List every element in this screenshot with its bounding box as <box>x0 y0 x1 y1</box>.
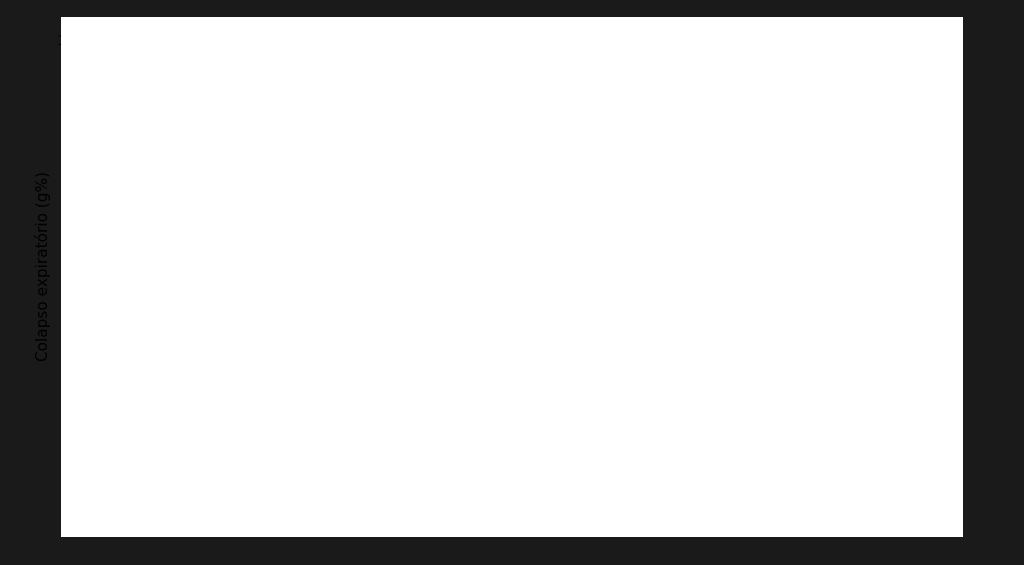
Text: PEEP (cmH₂O): PEEP (cmH₂O) <box>785 501 883 514</box>
Bar <box>388 241 413 272</box>
Text: 3: 3 <box>380 501 389 515</box>
Bar <box>506 450 530 470</box>
Text: 12: 12 <box>257 501 276 515</box>
Text: 20: 20 <box>140 501 159 515</box>
Text: FiO₂=40%: FiO₂=40% <box>577 39 659 57</box>
Text: 3: 3 <box>732 501 741 515</box>
Text: FiO₂=100%: FiO₂=100% <box>221 39 315 57</box>
Text: . . .: . . . <box>699 253 719 266</box>
Y-axis label: Colapso expiratório (g%): Colapso expiratório (g%) <box>35 171 50 360</box>
Bar <box>239 373 263 417</box>
Bar <box>624 434 648 452</box>
Bar <box>740 390 766 412</box>
Bar <box>356 281 381 312</box>
Bar <box>121 452 145 470</box>
Bar <box>591 412 615 457</box>
Bar <box>473 421 498 461</box>
Text: 20: 20 <box>493 501 512 515</box>
Bar <box>154 452 178 467</box>
Bar <box>270 369 296 395</box>
Legend: Pré-lesão, Pós-lesão: Pré-lesão, Pós-lesão <box>830 46 934 94</box>
Text: 12: 12 <box>610 501 629 515</box>
